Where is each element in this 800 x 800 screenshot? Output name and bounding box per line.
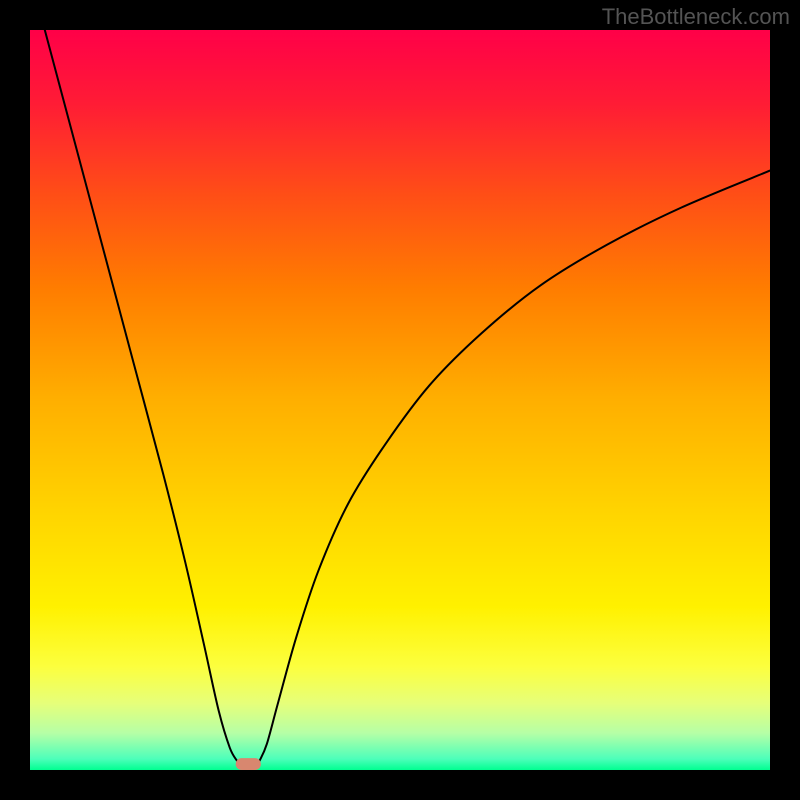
- chart-background: [30, 30, 770, 770]
- watermark-text: TheBottleneck.com: [602, 4, 790, 30]
- chart-plot-area: [30, 30, 770, 770]
- chart-svg: [30, 30, 770, 770]
- outer-frame: TheBottleneck.com: [0, 0, 800, 800]
- valley-marker: [236, 758, 261, 770]
